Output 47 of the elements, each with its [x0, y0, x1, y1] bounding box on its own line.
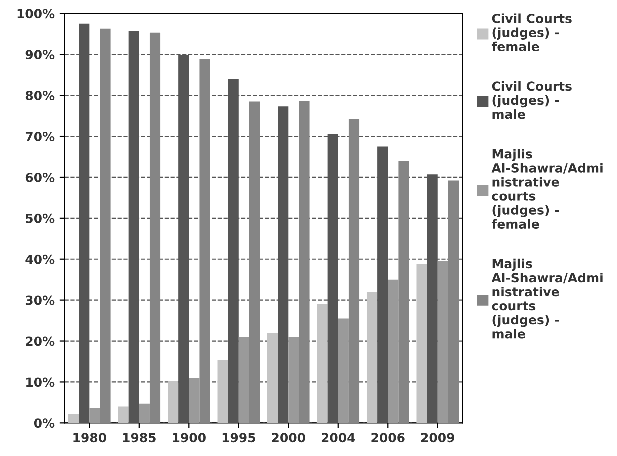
bar — [338, 318, 349, 424]
bar — [200, 59, 210, 424]
y-tick-label: 40% — [26, 254, 55, 264]
legend-label: Civil Courts (judges) - female — [492, 14, 572, 52]
bar — [348, 119, 360, 424]
bar — [398, 161, 410, 424]
y-tick-label: 90% — [26, 50, 55, 60]
bar — [90, 408, 100, 424]
y-tick-label: 0% — [34, 418, 55, 428]
y-tick-label: 100% — [18, 9, 55, 19]
y-tick-label: 10% — [26, 378, 55, 388]
legend-label: Majlis Al-Shawra/Administrative courts (judges) - male — [492, 258, 603, 339]
bar — [448, 180, 460, 424]
y-tick-label: 30% — [26, 296, 55, 306]
bar — [68, 414, 80, 424]
y-tick-label: 50% — [26, 214, 55, 224]
legend-label: Civil Courts (judges) - male — [492, 81, 572, 120]
legend-label: Majlis Al-Shawra/Administrative courts (judges) - female — [492, 149, 603, 229]
x-tick-label: 2006 — [372, 433, 405, 443]
bar — [438, 261, 448, 424]
y-tick-label: 80% — [26, 91, 55, 101]
x-tick-label: 1985 — [123, 433, 156, 443]
bar — [288, 337, 300, 424]
bar — [249, 102, 260, 424]
bar — [416, 264, 428, 424]
y-tick-label: 70% — [26, 132, 55, 142]
bar — [139, 404, 150, 424]
bar — [118, 406, 129, 424]
bar — [366, 292, 378, 424]
bar — [189, 378, 200, 424]
x-tick-label: 1900 — [173, 433, 206, 443]
bar — [299, 101, 310, 424]
bar — [218, 360, 228, 424]
bar — [388, 280, 399, 424]
x-tick-label: 2000 — [272, 433, 306, 443]
x-tick-label: 1980 — [74, 433, 106, 443]
bar — [317, 304, 328, 424]
x-tick-label: 2009 — [421, 433, 454, 443]
x-tick-label: 1995 — [222, 433, 256, 443]
bar — [150, 32, 161, 424]
x-tick-label: 2004 — [322, 433, 356, 443]
y-tick-label: 60% — [26, 172, 55, 182]
y-tick-label: 20% — [26, 336, 55, 346]
bar — [168, 381, 179, 424]
bar — [268, 333, 278, 424]
bar — [238, 337, 250, 424]
bar — [100, 28, 111, 424]
